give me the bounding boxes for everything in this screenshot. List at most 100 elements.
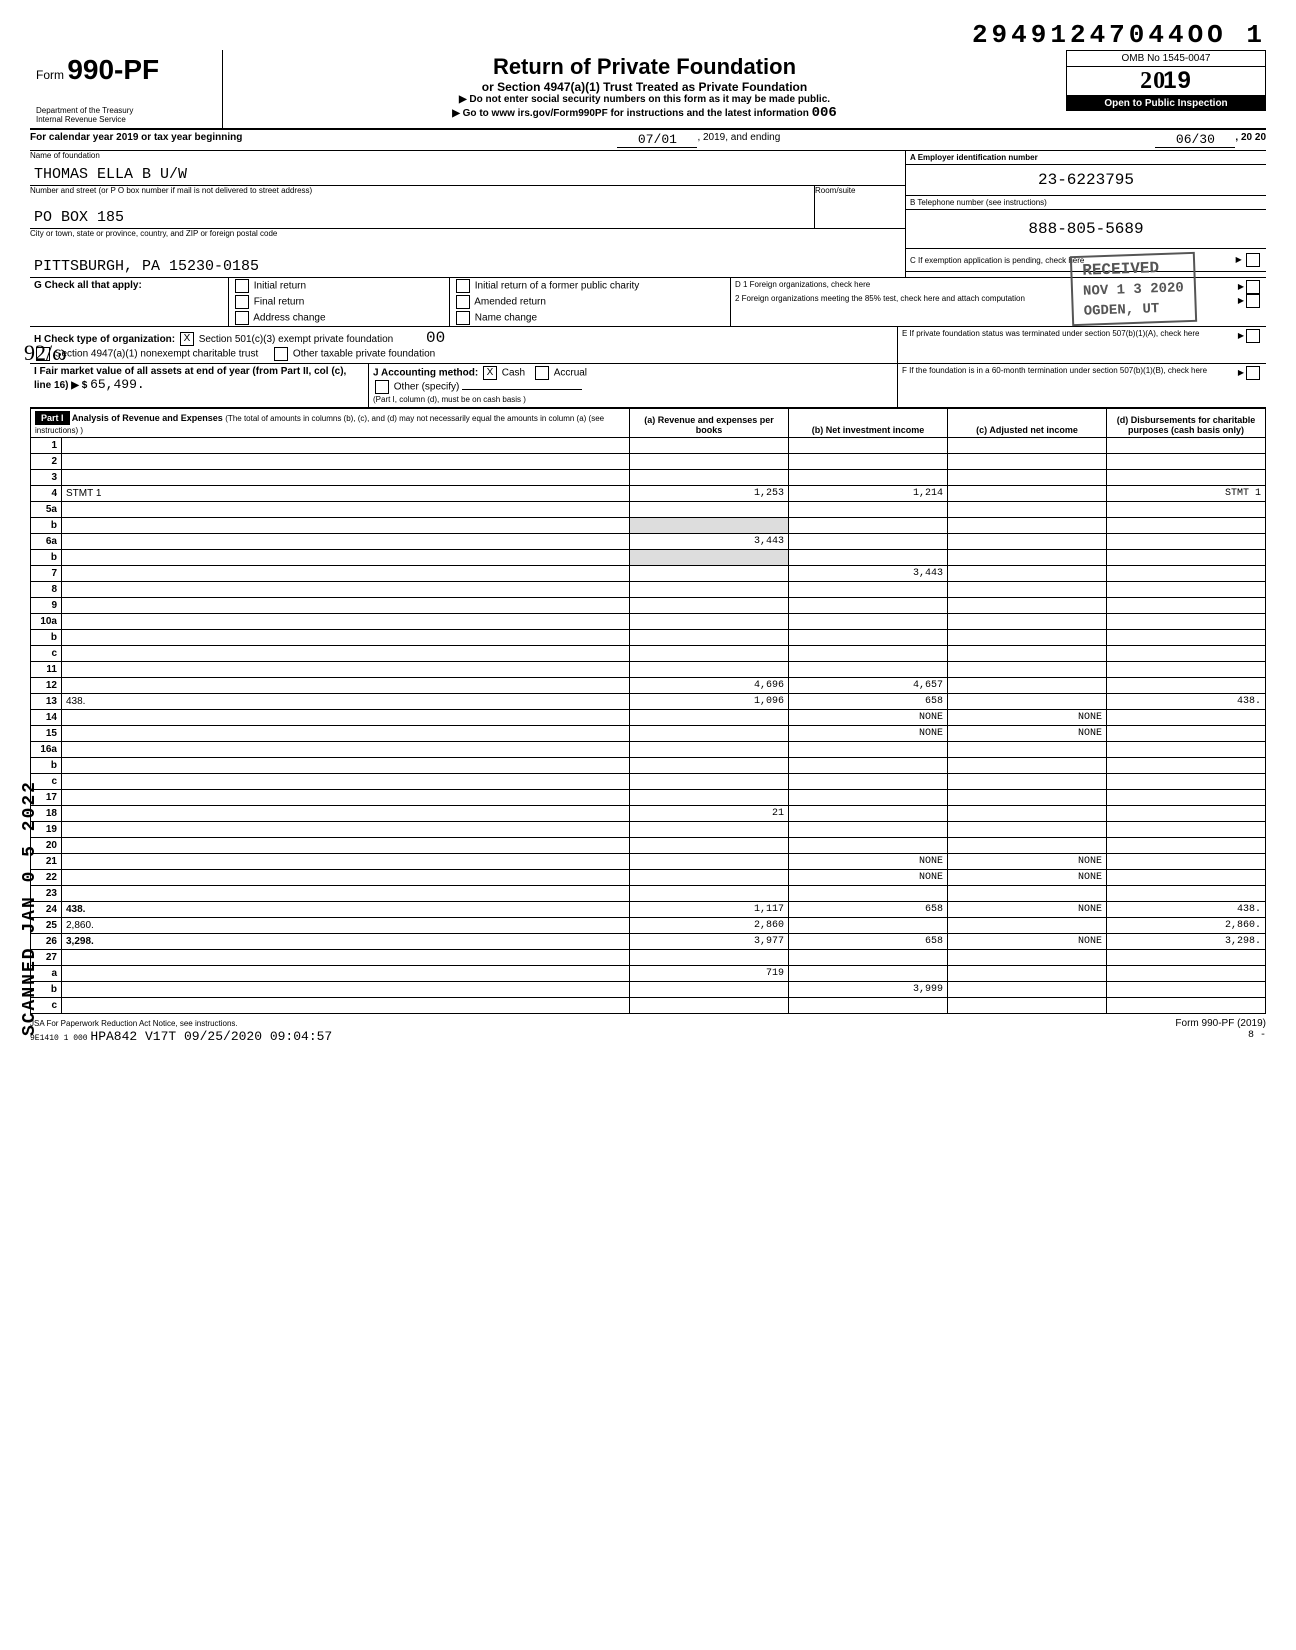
cell-d (1107, 566, 1266, 582)
cell-c (948, 454, 1107, 470)
h-other-checkbox[interactable] (274, 347, 288, 361)
ein-label: A Employer identification number (906, 151, 1266, 165)
cell-c: NONE (948, 870, 1107, 886)
cell-b (789, 838, 948, 854)
line-number: 3 (31, 470, 62, 486)
col-b: (b) Net investment income (789, 409, 948, 438)
line-number: 26 (31, 934, 62, 950)
cell-c (948, 806, 1107, 822)
cell-d (1107, 790, 1266, 806)
cell-d (1107, 614, 1266, 630)
cell-d (1107, 998, 1266, 1014)
cell-c (948, 950, 1107, 966)
line-desc (62, 646, 630, 662)
page-num: 8 - (1248, 1030, 1266, 1041)
cell-d (1107, 646, 1266, 662)
table-row: 15NONENONE (31, 726, 1266, 742)
g-name-change[interactable] (456, 311, 470, 325)
g-opt-5: Name change (475, 313, 537, 324)
table-row: 11 (31, 662, 1266, 678)
cell-d: 438. (1107, 694, 1266, 710)
g-address-change[interactable] (235, 311, 249, 325)
cell-a (630, 870, 789, 886)
g-final-return[interactable] (235, 295, 249, 309)
cell-b (789, 550, 948, 566)
line-desc (62, 838, 630, 854)
table-row: 6a3,443 (31, 534, 1266, 550)
line-desc (62, 470, 630, 486)
cell-b (789, 742, 948, 758)
j-cash-checkbox[interactable]: X (483, 366, 497, 380)
cell-b (789, 998, 948, 1014)
cell-b (789, 758, 948, 774)
line-number: 2 (31, 454, 62, 470)
part1-title: Analysis of Revenue and Expenses (72, 413, 223, 423)
line-number: 8 (31, 582, 62, 598)
f-checkbox[interactable] (1246, 366, 1260, 380)
year-mid: , 2019, and ending (697, 132, 780, 148)
cell-c (948, 838, 1107, 854)
cell-b (789, 614, 948, 630)
j-accrual-checkbox[interactable] (535, 366, 549, 380)
line-desc (62, 950, 630, 966)
line-desc: 438. (62, 694, 630, 710)
cell-b: 4,657 (789, 678, 948, 694)
col-d: (d) Disbursements for charitable purpose… (1107, 409, 1266, 438)
line-number: 19 (31, 822, 62, 838)
cell-c (948, 822, 1107, 838)
line-number: c (31, 646, 62, 662)
g-initial-former[interactable] (456, 279, 470, 293)
table-row: 21NONENONE (31, 854, 1266, 870)
table-row: 1 (31, 438, 1266, 454)
line-number: 20 (31, 838, 62, 854)
cell-b (789, 950, 948, 966)
cell-c (948, 550, 1107, 566)
line-desc (62, 870, 630, 886)
table-row: 9 (31, 598, 1266, 614)
h-501c3-checkbox[interactable]: X (180, 332, 194, 346)
line-number: b (31, 758, 62, 774)
g-opt-0: Initial return (254, 281, 306, 292)
table-row: 8 (31, 582, 1266, 598)
line-desc (62, 710, 630, 726)
cell-c (948, 566, 1107, 582)
cell-d (1107, 758, 1266, 774)
d2-checkbox[interactable] (1246, 294, 1260, 308)
cell-c (948, 438, 1107, 454)
cell-b (789, 502, 948, 518)
cell-c: NONE (948, 902, 1107, 918)
cell-a (630, 438, 789, 454)
table-row: 19 (31, 822, 1266, 838)
cell-d (1107, 838, 1266, 854)
omb-number: OMB No 1545-0047 (1066, 50, 1266, 67)
cell-c (948, 742, 1107, 758)
cell-a (630, 790, 789, 806)
dept-treasury: Department of the Treasury (36, 106, 216, 115)
line-desc (62, 518, 630, 534)
form-subtitle-2: ▶ Do not enter social security numbers o… (227, 94, 1062, 105)
table-row: 22NONENONE (31, 870, 1266, 886)
line-number: 4 (31, 486, 62, 502)
g-initial-return[interactable] (235, 279, 249, 293)
line-number: 11 (31, 662, 62, 678)
line-desc (62, 886, 630, 902)
line-desc (62, 438, 630, 454)
e-checkbox[interactable] (1246, 329, 1260, 343)
cell-b: 3,443 (789, 566, 948, 582)
d1-checkbox[interactable] (1246, 280, 1260, 294)
cell-a (630, 550, 789, 566)
c-checkbox[interactable] (1246, 253, 1260, 267)
j-other-checkbox[interactable] (375, 380, 389, 394)
line-desc (62, 630, 630, 646)
cell-c (948, 646, 1107, 662)
tax-year-begin: 07/01 (617, 132, 697, 148)
j-label: J Accounting method: (373, 368, 478, 379)
cell-c (948, 598, 1107, 614)
cell-b (789, 646, 948, 662)
form-ref: Form 990-PF (2019) (1175, 1018, 1266, 1029)
g-amended[interactable] (456, 295, 470, 309)
cell-d: 438. (1107, 902, 1266, 918)
g-opt-2: Address change (253, 313, 325, 324)
line-desc (62, 614, 630, 630)
cell-a (630, 742, 789, 758)
